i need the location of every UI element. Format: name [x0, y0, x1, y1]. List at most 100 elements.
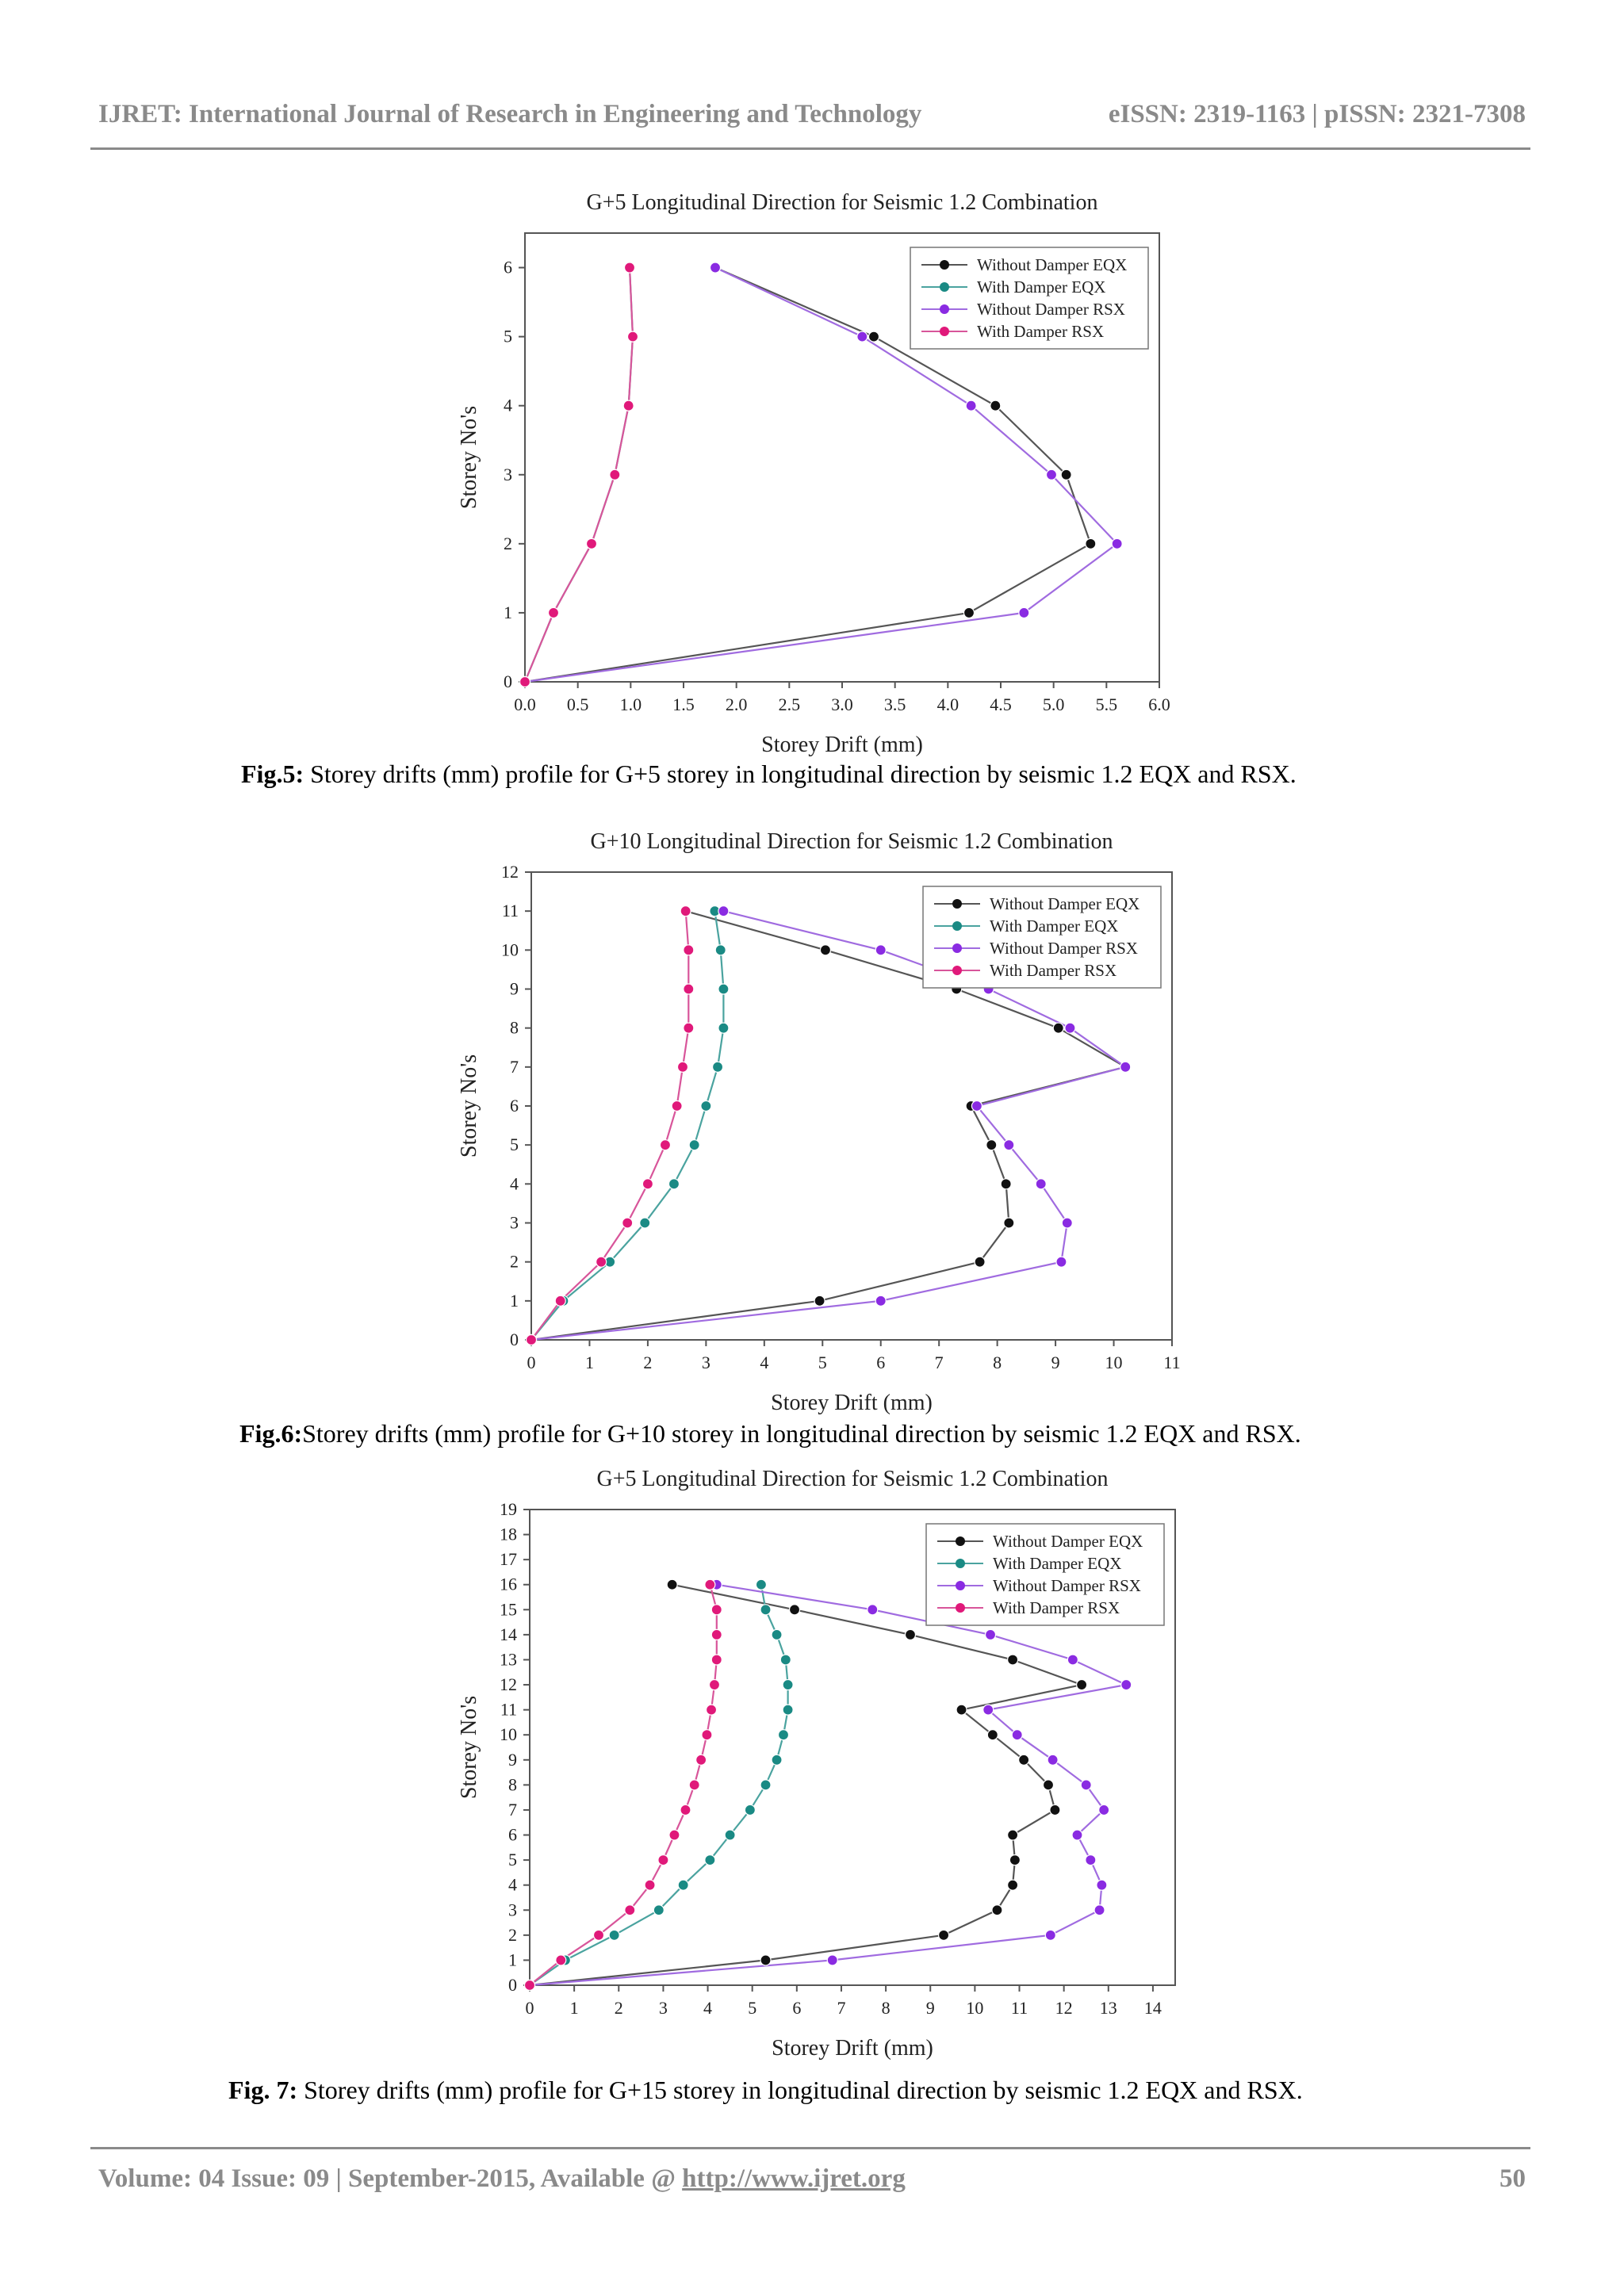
chart-g5: G+5 Longitudinal Direction for Seismic 1… — [457, 190, 1170, 757]
series-point — [986, 1139, 998, 1151]
y-axis-label: Storey No's — [457, 406, 481, 509]
x-tick-label: 1 — [585, 1353, 594, 1372]
legend-label: With Damper RSX — [993, 1598, 1120, 1617]
series-point — [1044, 1929, 1056, 1941]
figure-7-label: Fig. 7: — [228, 2076, 298, 2104]
series-point — [1076, 1678, 1088, 1691]
series-point — [974, 1256, 986, 1268]
series-point — [683, 983, 695, 995]
y-tick-label: 9 — [508, 1750, 517, 1770]
series-point — [1067, 1654, 1078, 1666]
series-point — [653, 1904, 665, 1916]
series-point — [1052, 1022, 1064, 1034]
series-point — [1003, 1217, 1015, 1229]
x-tick-label: 7 — [837, 1998, 845, 2018]
y-tick-label: 18 — [500, 1525, 517, 1544]
x-tick-label: 6.0 — [1148, 695, 1170, 714]
chart-g10: G+10 Longitudinal Direction for Seismic … — [457, 829, 1181, 1415]
series-point — [519, 675, 531, 688]
issn-text: eISSN: 2319-1163 | pISSN: 2321-7308 — [1108, 100, 1526, 128]
series-point — [868, 331, 880, 342]
series-point — [708, 1678, 721, 1691]
series-point — [875, 944, 887, 956]
footer-volume: Volume: 04 Issue: 09 | September-2015, A… — [98, 2164, 906, 2194]
x-tick-label: 3 — [659, 1998, 668, 2018]
x-tick-label: 3 — [702, 1353, 710, 1372]
series-point — [554, 1295, 566, 1307]
series-point — [680, 905, 691, 917]
series-point — [990, 400, 1002, 411]
y-tick-label: 2 — [504, 534, 512, 553]
y-tick-label: 6 — [510, 1096, 519, 1115]
series-point — [709, 262, 722, 274]
series-point — [710, 1604, 722, 1616]
x-tick-label: 2.0 — [726, 695, 748, 714]
x-tick-label: 12 — [1055, 1998, 1073, 2018]
series-point — [705, 1704, 718, 1716]
footer-rule — [90, 2147, 1530, 2149]
y-tick-label: 8 — [508, 1774, 517, 1794]
y-tick-label: 14 — [500, 1624, 517, 1644]
running-header: IJRET: International Journal of Research… — [98, 94, 1526, 141]
series-point — [624, 1904, 636, 1916]
legend-marker — [952, 966, 962, 975]
series-point — [771, 1628, 783, 1640]
legend-marker — [940, 260, 949, 270]
x-tick-label: 4 — [703, 1998, 712, 2018]
series-point — [642, 1178, 654, 1190]
series-point — [676, 1061, 689, 1073]
series-point — [1085, 538, 1097, 549]
y-tick-label: 3 — [508, 1900, 517, 1919]
x-tick-label: 2.5 — [779, 695, 801, 714]
y-tick-label: 4 — [508, 1875, 517, 1895]
legend-marker — [956, 1559, 965, 1568]
figure-6-label: Fig.6: — [239, 1419, 303, 1448]
series-point — [555, 1954, 567, 1966]
y-axis-label: Storey No's — [457, 1696, 481, 1799]
series-point — [704, 1578, 716, 1590]
series-point — [956, 1704, 967, 1716]
x-axis-label: Storey Drift (mm) — [771, 1391, 933, 1415]
x-tick-label: 7 — [935, 1353, 944, 1372]
series-point — [1000, 1178, 1012, 1190]
x-tick-label: 10 — [1105, 1353, 1123, 1372]
legend-marker — [952, 943, 962, 953]
series-point — [609, 469, 621, 480]
series-point — [1011, 1729, 1023, 1741]
series-point — [608, 1929, 620, 1941]
series-point — [523, 1979, 536, 1992]
legend-label: With Damper RSX — [990, 961, 1116, 980]
series-point — [688, 1139, 700, 1151]
series-point — [1080, 1779, 1092, 1791]
figure-5-text: Storey drifts (mm) profile for G+5 store… — [304, 760, 1297, 788]
series-point — [984, 1628, 997, 1640]
chart-title: G+10 Longitudinal Direction for Seismic … — [591, 829, 1113, 854]
x-tick-label: 2 — [643, 1353, 652, 1372]
series-point — [782, 1704, 794, 1716]
x-tick-label: 2 — [615, 1998, 623, 2018]
y-tick-label: 15 — [500, 1599, 517, 1619]
y-tick-label: 5 — [508, 1850, 517, 1869]
legend-marker — [940, 304, 949, 314]
series-point — [1042, 1779, 1055, 1791]
series-point — [718, 905, 730, 917]
y-tick-label: 4 — [510, 1173, 519, 1193]
x-tick-label: 14 — [1144, 1998, 1162, 2018]
series-point — [671, 1100, 683, 1112]
legend-label: Without Damper RSX — [993, 1576, 1141, 1595]
x-tick-label: 3.5 — [884, 695, 906, 714]
series-point — [1061, 1217, 1073, 1229]
journal-title: IJRET: International Journal of Research… — [98, 100, 922, 128]
series-point — [986, 1729, 998, 1741]
series-point — [710, 1654, 722, 1666]
series-point — [683, 1022, 695, 1034]
series-point — [1085, 1854, 1097, 1866]
series-point — [991, 1904, 1003, 1916]
series-point — [1098, 1804, 1110, 1816]
y-tick-label: 1 — [508, 1950, 517, 1969]
x-tick-label: 8 — [993, 1353, 1002, 1372]
series-point — [639, 1217, 651, 1229]
footer-url-link[interactable]: http://www.ijret.org — [682, 2164, 906, 2193]
series-point — [755, 1578, 768, 1590]
legend-marker — [952, 899, 962, 909]
